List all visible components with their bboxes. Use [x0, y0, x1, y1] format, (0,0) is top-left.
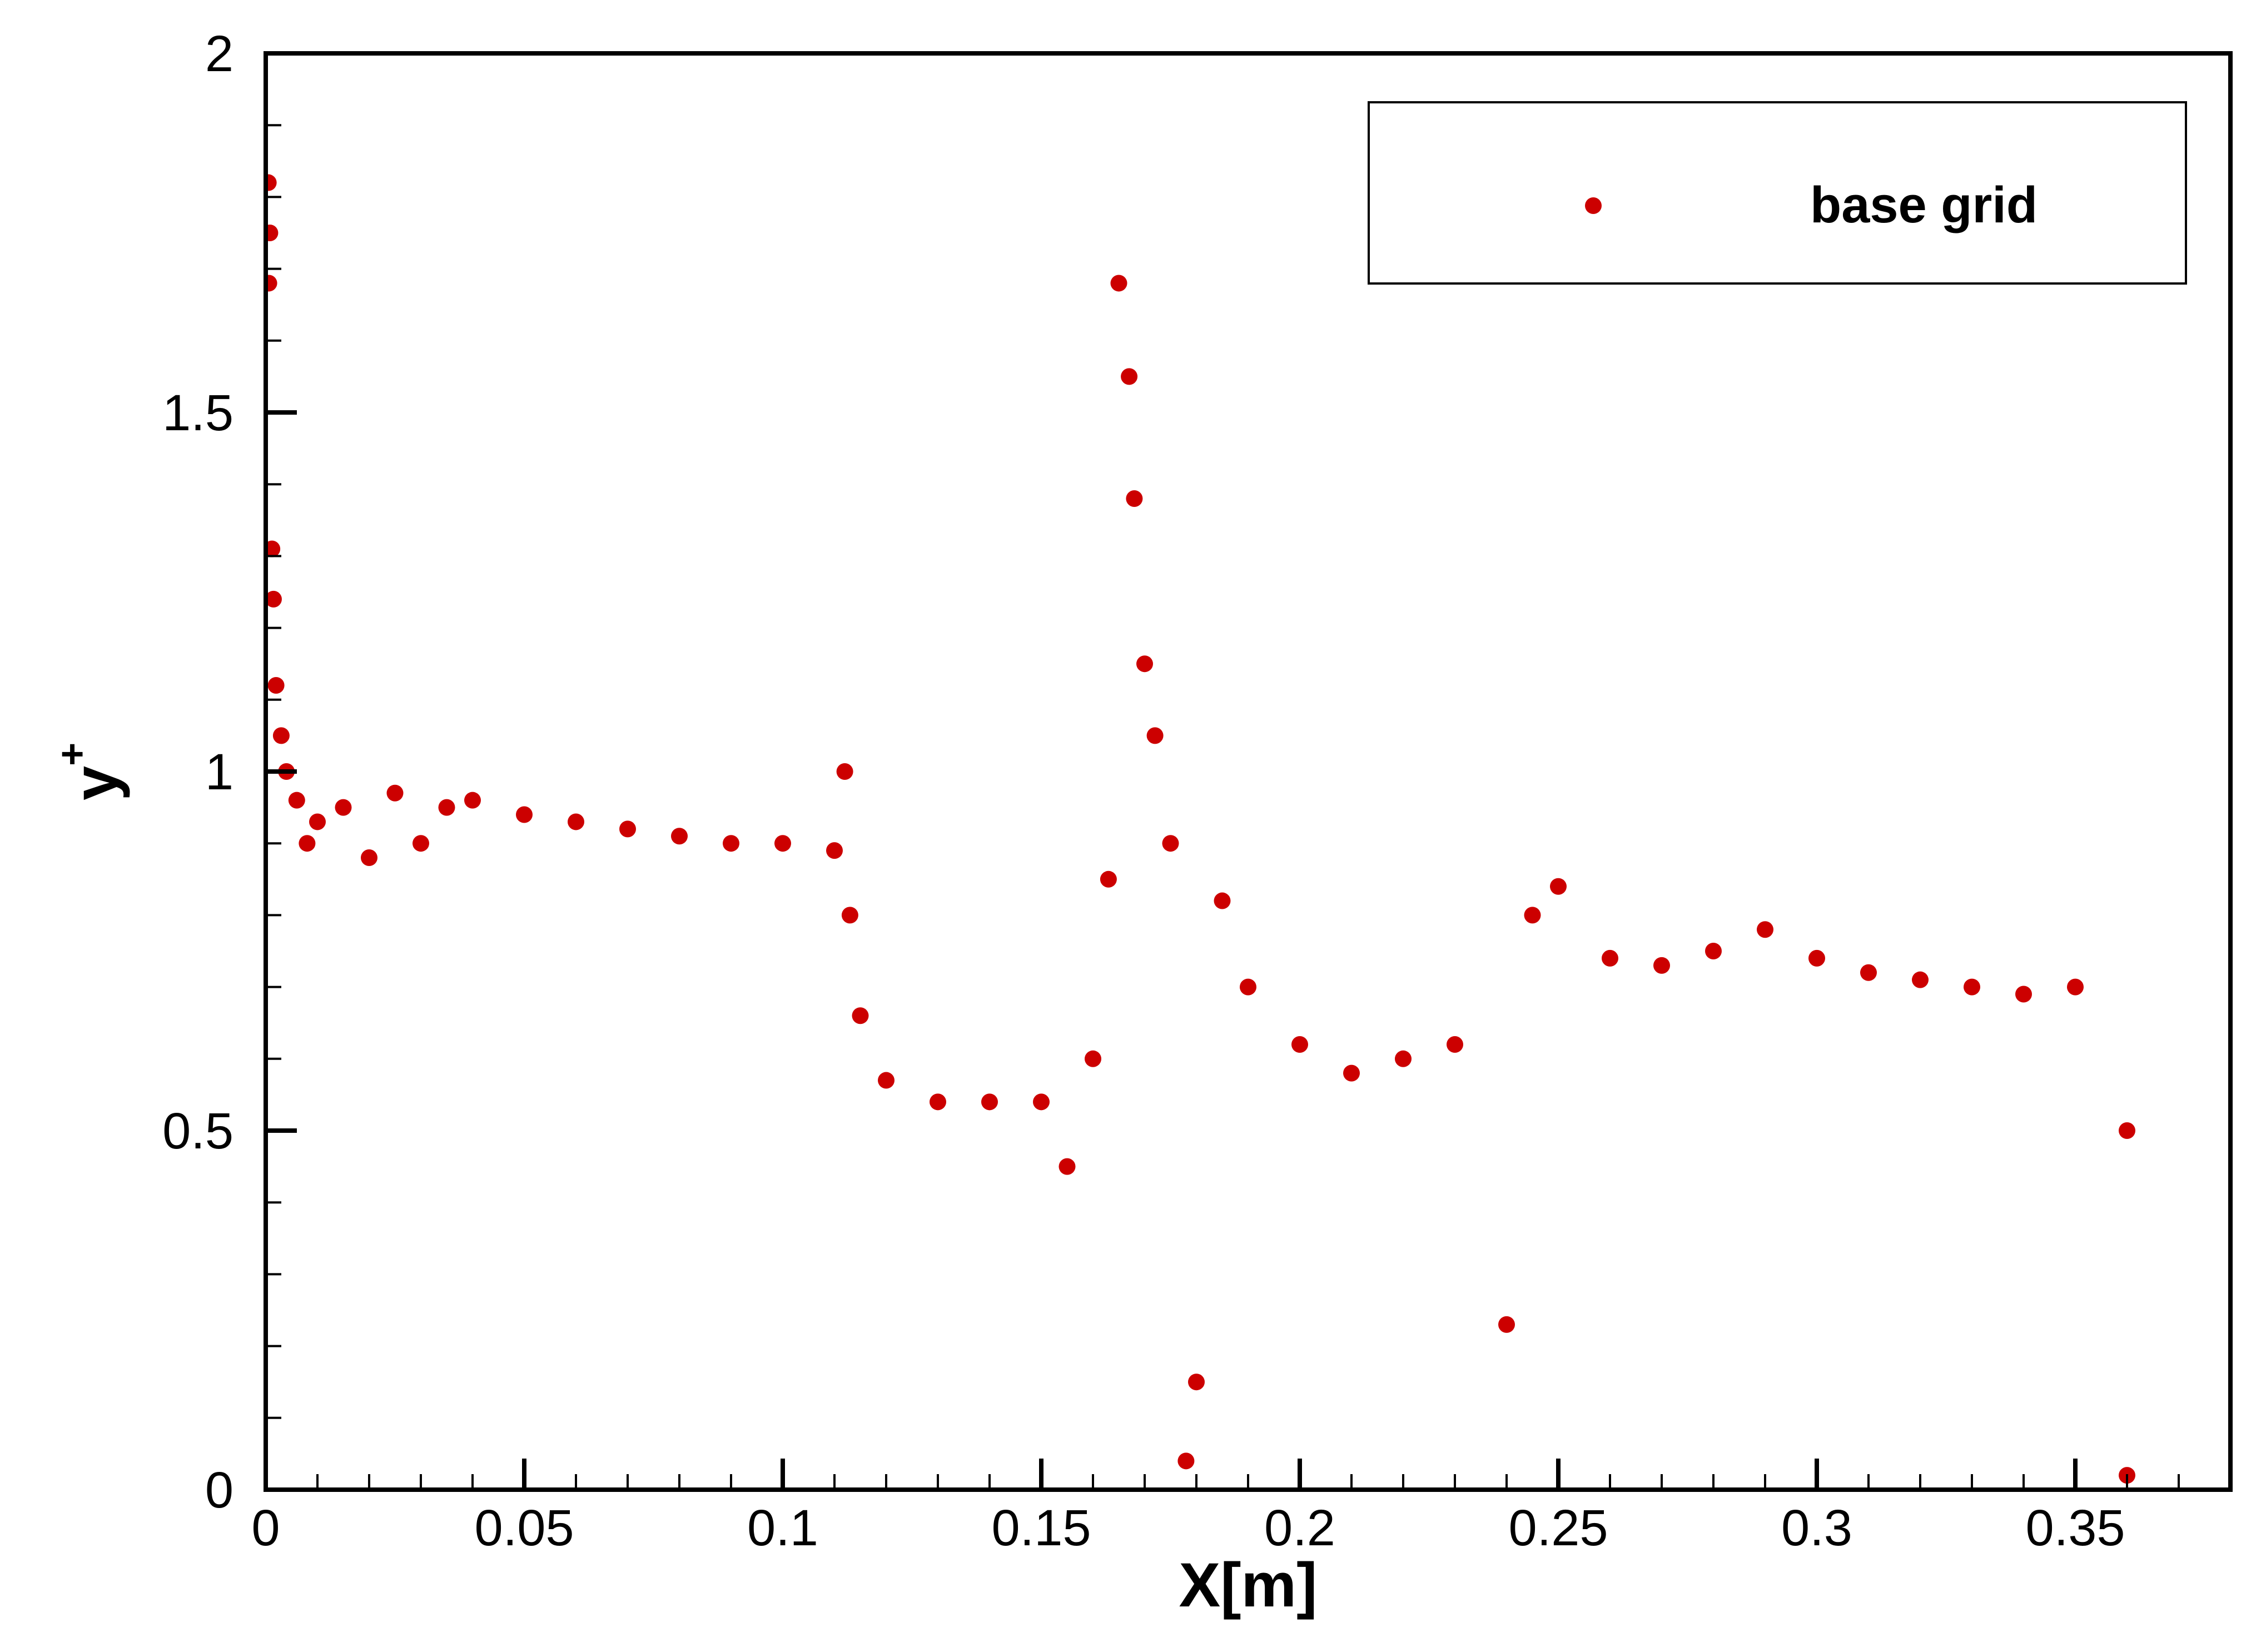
data-point	[1912, 971, 1929, 988]
data-point	[464, 792, 481, 809]
x-tick-label: 0.35	[2025, 1500, 2125, 1556]
data-point	[1146, 727, 1164, 744]
y-axis-title-superscript: +	[50, 743, 95, 766]
data-point	[386, 784, 404, 802]
legend-box	[1368, 101, 2187, 285]
y-axis-title: y+	[50, 743, 130, 800]
data-point	[266, 225, 279, 241]
legend-marker	[1585, 197, 1602, 214]
data-point	[826, 842, 843, 859]
data-point	[1343, 1064, 1360, 1082]
x-tick-label: 0.15	[991, 1500, 1091, 1556]
data-point	[361, 849, 377, 867]
x-tick-label: 0.2	[1264, 1500, 1335, 1556]
data-point	[438, 799, 455, 816]
data-point	[2067, 978, 2084, 996]
data-point	[841, 907, 858, 924]
data-point	[619, 820, 636, 838]
data-point	[981, 1093, 998, 1111]
data-point	[335, 799, 352, 816]
data-point	[1602, 949, 1618, 967]
x-tick-label: 0.05	[474, 1500, 574, 1556]
data-point	[723, 835, 739, 852]
data-point	[1188, 1374, 1205, 1391]
x-tick-label: 0.3	[1781, 1500, 1852, 1556]
data-point	[2015, 986, 2032, 1003]
data-point	[878, 1072, 895, 1089]
y-tick-label: 1	[205, 744, 233, 800]
y-axis-ticks: 0 0.5 1 1.5 2	[162, 26, 297, 1519]
legend-label: base grid	[1810, 177, 2038, 233]
y-tick-label: 0	[205, 1462, 233, 1519]
data-point	[852, 1007, 869, 1024]
data-point	[516, 806, 533, 823]
data-point	[1177, 1452, 1195, 1470]
scatter-points	[266, 174, 2135, 1484]
data-point	[1033, 1093, 1050, 1111]
data-point	[1214, 892, 1231, 909]
legend: base grid	[1368, 101, 2187, 285]
data-point	[266, 590, 282, 608]
data-point	[671, 828, 688, 845]
x-tick-label: 0.1	[747, 1500, 818, 1556]
data-point	[1524, 907, 1541, 924]
data-point	[267, 676, 285, 694]
data-point	[774, 835, 791, 852]
x-axis-ticks: 0 0.05 0.1 0.15 0.2 0.25 0.3 0.35	[251, 1459, 2232, 1556]
data-point	[1110, 275, 1127, 292]
data-point	[266, 275, 277, 292]
data-point	[1498, 1316, 1515, 1333]
data-point	[266, 174, 277, 191]
data-point	[1964, 978, 1980, 996]
data-point	[1705, 943, 1722, 959]
data-point	[1121, 368, 1138, 385]
y-tick-label: 1.5	[162, 385, 233, 441]
data-point	[1100, 870, 1117, 888]
data-point	[272, 727, 290, 744]
data-point	[2119, 1122, 2135, 1139]
data-point	[1291, 1036, 1308, 1053]
data-point	[1808, 949, 1825, 967]
data-point	[930, 1093, 946, 1111]
x-tick-label: 0	[251, 1500, 280, 1556]
data-point	[1126, 490, 1143, 507]
data-point	[309, 813, 326, 830]
data-point	[568, 813, 584, 830]
y-axis-title-main: y	[61, 766, 130, 800]
data-point	[1059, 1158, 1076, 1175]
data-point	[1395, 1050, 1412, 1067]
data-point	[1136, 655, 1153, 673]
data-point	[1240, 978, 1256, 996]
y-tick-label: 2	[205, 26, 233, 82]
data-point	[1757, 921, 1773, 938]
x-tick-label: 0.25	[1508, 1500, 1608, 1556]
data-point	[1653, 957, 1670, 974]
data-point	[1162, 835, 1179, 852]
data-point	[1085, 1050, 1101, 1067]
data-point	[1860, 964, 1877, 981]
data-point	[288, 792, 305, 809]
x-axis-title: X[m]	[1179, 1550, 1318, 1620]
data-point	[1447, 1036, 1463, 1053]
data-point	[266, 540, 281, 558]
svg-text:y+: y+	[50, 743, 130, 800]
data-point	[299, 835, 316, 852]
data-point	[413, 835, 429, 852]
data-point	[1550, 878, 1567, 895]
y-tick-label: 0.5	[162, 1103, 233, 1160]
data-point	[836, 763, 853, 780]
